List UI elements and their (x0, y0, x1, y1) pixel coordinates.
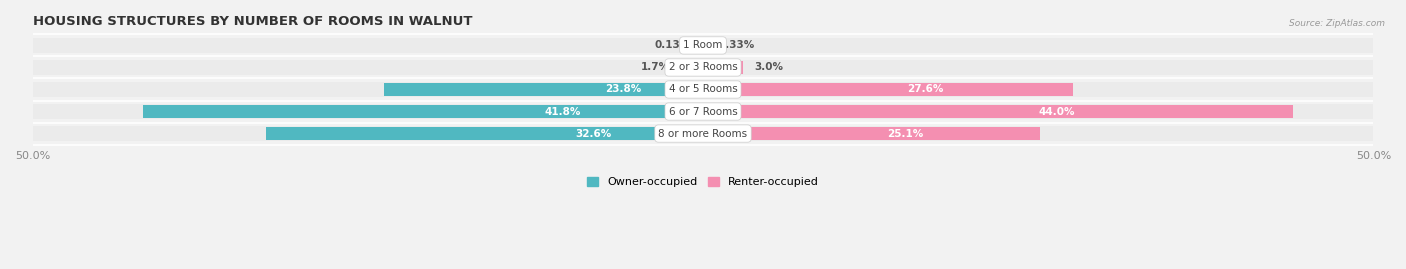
Bar (703, 105, 1294, 118)
Text: 8 or more Rooms: 8 or more Rooms (658, 129, 748, 139)
Text: 1 Room: 1 Room (683, 40, 723, 51)
Text: 3.0%: 3.0% (754, 62, 783, 72)
Legend: Owner-occupied, Renter-occupied: Owner-occupied, Renter-occupied (586, 177, 820, 187)
Bar (702, 39, 703, 52)
Text: 32.6%: 32.6% (575, 129, 612, 139)
Bar (703, 127, 1039, 140)
Text: 23.8%: 23.8% (605, 84, 641, 94)
Text: 0.13%: 0.13% (654, 40, 690, 51)
Text: 25.1%: 25.1% (887, 129, 924, 139)
Bar (142, 105, 703, 118)
Bar (384, 83, 703, 96)
Bar (32, 104, 1374, 119)
Bar (681, 61, 703, 74)
Bar (32, 37, 1374, 53)
Text: 2 or 3 Rooms: 2 or 3 Rooms (669, 62, 737, 72)
Bar (703, 39, 707, 52)
Bar (703, 61, 744, 74)
Text: 27.6%: 27.6% (907, 84, 943, 94)
Bar (32, 126, 1374, 141)
Text: 0.33%: 0.33% (718, 40, 755, 51)
Text: 41.8%: 41.8% (544, 107, 581, 116)
Text: 1.7%: 1.7% (640, 62, 669, 72)
Bar (32, 59, 1374, 75)
Text: 6 or 7 Rooms: 6 or 7 Rooms (669, 107, 737, 116)
Bar (266, 127, 703, 140)
Bar (703, 83, 1073, 96)
Bar (32, 82, 1374, 97)
Text: HOUSING STRUCTURES BY NUMBER OF ROOMS IN WALNUT: HOUSING STRUCTURES BY NUMBER OF ROOMS IN… (32, 15, 472, 28)
Text: 44.0%: 44.0% (1039, 107, 1076, 116)
Text: 4 or 5 Rooms: 4 or 5 Rooms (669, 84, 737, 94)
Text: Source: ZipAtlas.com: Source: ZipAtlas.com (1289, 19, 1385, 28)
